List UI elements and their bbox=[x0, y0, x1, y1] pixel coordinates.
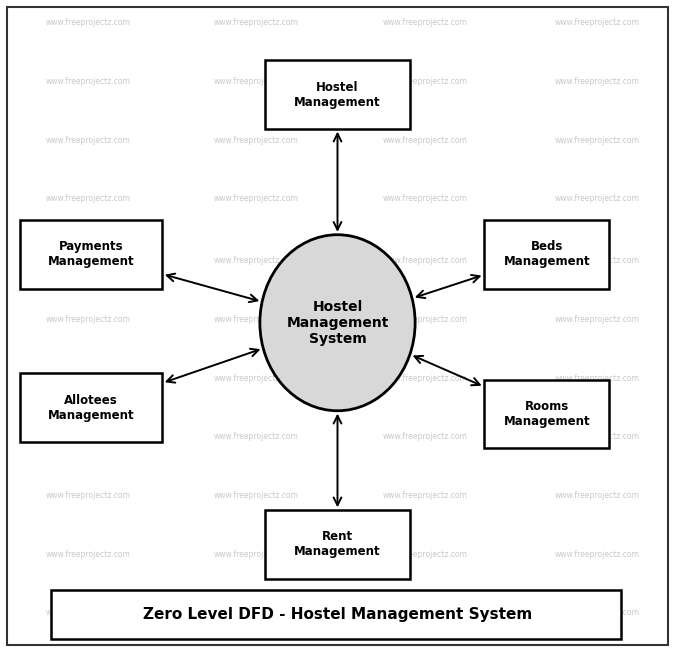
Text: Hostel
Management
System: Hostel Management System bbox=[286, 299, 389, 346]
Text: www.freeprojectz.com: www.freeprojectz.com bbox=[555, 256, 640, 265]
Text: www.freeprojectz.com: www.freeprojectz.com bbox=[45, 315, 130, 324]
FancyBboxPatch shape bbox=[265, 510, 410, 579]
Text: www.freeprojectz.com: www.freeprojectz.com bbox=[45, 136, 130, 145]
Text: www.freeprojectz.com: www.freeprojectz.com bbox=[45, 256, 130, 265]
Text: www.freeprojectz.com: www.freeprojectz.com bbox=[214, 374, 299, 383]
Text: www.freeprojectz.com: www.freeprojectz.com bbox=[383, 256, 468, 265]
Text: www.freeprojectz.com: www.freeprojectz.com bbox=[214, 608, 299, 617]
Text: www.freeprojectz.com: www.freeprojectz.com bbox=[45, 432, 130, 441]
Text: www.freeprojectz.com: www.freeprojectz.com bbox=[383, 432, 468, 441]
FancyBboxPatch shape bbox=[20, 220, 162, 288]
Text: www.freeprojectz.com: www.freeprojectz.com bbox=[383, 374, 468, 383]
Text: www.freeprojectz.com: www.freeprojectz.com bbox=[555, 77, 640, 86]
FancyBboxPatch shape bbox=[484, 379, 609, 449]
Text: www.freeprojectz.com: www.freeprojectz.com bbox=[214, 136, 299, 145]
Text: Rooms
Management: Rooms Management bbox=[504, 400, 590, 428]
Text: www.freeprojectz.com: www.freeprojectz.com bbox=[45, 18, 130, 27]
Text: www.freeprojectz.com: www.freeprojectz.com bbox=[383, 550, 468, 559]
Text: www.freeprojectz.com: www.freeprojectz.com bbox=[555, 374, 640, 383]
Text: Rent
Management: Rent Management bbox=[294, 531, 381, 558]
Text: www.freeprojectz.com: www.freeprojectz.com bbox=[555, 432, 640, 441]
Text: www.freeprojectz.com: www.freeprojectz.com bbox=[383, 608, 468, 617]
Text: www.freeprojectz.com: www.freeprojectz.com bbox=[555, 136, 640, 145]
Text: Beds
Management: Beds Management bbox=[504, 241, 590, 268]
Text: www.freeprojectz.com: www.freeprojectz.com bbox=[45, 77, 130, 86]
Text: www.freeprojectz.com: www.freeprojectz.com bbox=[214, 194, 299, 203]
Text: www.freeprojectz.com: www.freeprojectz.com bbox=[555, 18, 640, 27]
FancyBboxPatch shape bbox=[20, 373, 162, 442]
Text: www.freeprojectz.com: www.freeprojectz.com bbox=[214, 18, 299, 27]
Text: www.freeprojectz.com: www.freeprojectz.com bbox=[214, 315, 299, 324]
Text: www.freeprojectz.com: www.freeprojectz.com bbox=[45, 374, 130, 383]
Text: www.freeprojectz.com: www.freeprojectz.com bbox=[383, 18, 468, 27]
Text: www.freeprojectz.com: www.freeprojectz.com bbox=[214, 432, 299, 441]
Text: www.freeprojectz.com: www.freeprojectz.com bbox=[555, 315, 640, 324]
Ellipse shape bbox=[260, 235, 415, 411]
Text: www.freeprojectz.com: www.freeprojectz.com bbox=[45, 550, 130, 559]
Text: Allotees
Management: Allotees Management bbox=[48, 394, 134, 421]
Text: Zero Level DFD - Hostel Management System: Zero Level DFD - Hostel Management Syste… bbox=[143, 607, 532, 622]
Text: www.freeprojectz.com: www.freeprojectz.com bbox=[555, 491, 640, 500]
Text: www.freeprojectz.com: www.freeprojectz.com bbox=[383, 77, 468, 86]
Text: www.freeprojectz.com: www.freeprojectz.com bbox=[555, 194, 640, 203]
Text: www.freeprojectz.com: www.freeprojectz.com bbox=[383, 315, 468, 324]
Text: www.freeprojectz.com: www.freeprojectz.com bbox=[383, 194, 468, 203]
Text: www.freeprojectz.com: www.freeprojectz.com bbox=[214, 77, 299, 86]
Text: www.freeprojectz.com: www.freeprojectz.com bbox=[214, 491, 299, 500]
Text: www.freeprojectz.com: www.freeprojectz.com bbox=[45, 194, 130, 203]
Text: www.freeprojectz.com: www.freeprojectz.com bbox=[555, 608, 640, 617]
Text: www.freeprojectz.com: www.freeprojectz.com bbox=[214, 256, 299, 265]
Text: Hostel
Management: Hostel Management bbox=[294, 81, 381, 108]
Text: www.freeprojectz.com: www.freeprojectz.com bbox=[45, 608, 130, 617]
FancyBboxPatch shape bbox=[265, 61, 410, 128]
Text: www.freeprojectz.com: www.freeprojectz.com bbox=[45, 491, 130, 500]
Text: www.freeprojectz.com: www.freeprojectz.com bbox=[383, 491, 468, 500]
Text: Payments
Management: Payments Management bbox=[48, 241, 134, 268]
Text: www.freeprojectz.com: www.freeprojectz.com bbox=[214, 550, 299, 559]
FancyBboxPatch shape bbox=[484, 220, 609, 288]
Text: www.freeprojectz.com: www.freeprojectz.com bbox=[555, 550, 640, 559]
Text: www.freeprojectz.com: www.freeprojectz.com bbox=[383, 136, 468, 145]
FancyBboxPatch shape bbox=[51, 590, 621, 639]
